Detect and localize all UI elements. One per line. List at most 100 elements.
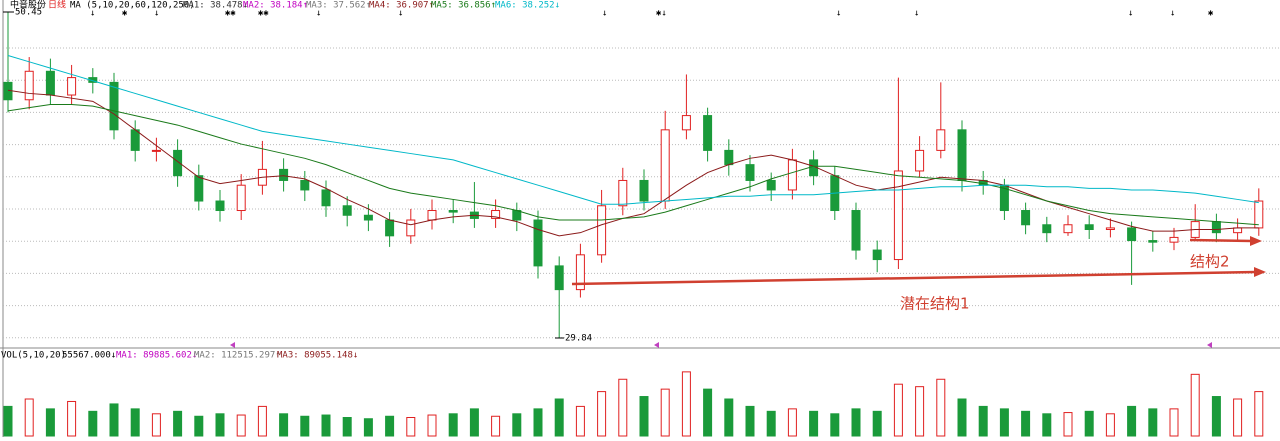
candle-body — [533, 219, 543, 267]
arrow — [571, 270, 1257, 286]
candle-body — [724, 149, 734, 166]
volume-params: VOL(5,10,20) — [1, 351, 66, 361]
volume-bar — [215, 413, 225, 437]
candle-body — [236, 184, 246, 212]
candle-body — [787, 159, 797, 191]
volume-bar — [639, 396, 649, 437]
candle-body — [130, 129, 140, 151]
candle-body — [915, 149, 925, 172]
ma-params: MA (5,10,20,60,120,250) — [70, 1, 195, 11]
volume-bar — [45, 408, 55, 437]
volume-bar — [1148, 408, 1158, 437]
candle-body — [660, 129, 670, 202]
candle-body — [1148, 240, 1158, 243]
volume-bar — [851, 408, 861, 437]
volume-bar — [427, 414, 437, 437]
volume-bar — [194, 415, 204, 437]
volume-bar — [872, 410, 882, 437]
candle-body — [1233, 227, 1243, 234]
volume-bar — [745, 405, 755, 437]
period: 日线 — [48, 0, 66, 11]
period-markers — [230, 342, 1212, 348]
volume-bar — [130, 408, 140, 437]
volume-bar — [448, 413, 458, 437]
candle-body — [639, 179, 649, 202]
ma-line — [7, 54, 1259, 205]
event-markers: ↓ ✱ ↓ ✱✱ ✱✱ ↓ ↓ ↓ ✱↓ ↓ ↓ ↓ ↓ ✱ — [90, 9, 1214, 19]
volume-bar — [936, 378, 946, 437]
volume-bar — [151, 413, 161, 437]
min-label: 29.84 — [565, 334, 592, 344]
volume-bar — [830, 413, 840, 437]
volume-bar — [915, 386, 925, 437]
ma-legend: MA3: 37.562↑ — [306, 1, 371, 11]
candle-body — [1169, 236, 1179, 243]
annotation: 结构2 — [1190, 253, 1230, 271]
volume-bar — [385, 415, 395, 437]
volume-bar — [279, 413, 289, 437]
volume-bar — [236, 414, 246, 437]
candle-body — [406, 219, 416, 237]
volume-value: 55567.000↓ — [62, 351, 116, 361]
volume-bar — [787, 408, 797, 437]
volume-bar — [1042, 413, 1052, 437]
candle-body — [194, 175, 204, 202]
volume-bar — [67, 400, 77, 437]
candle-body — [872, 249, 882, 261]
candle-body — [851, 210, 861, 251]
event-marker: ✱✱ — [258, 9, 269, 19]
volume-bar — [893, 383, 903, 437]
event-marker: ↓ — [602, 9, 607, 19]
volume-bar — [681, 371, 691, 437]
arrow-head — [1254, 267, 1266, 277]
candle-body — [109, 81, 119, 131]
volume-bar — [406, 417, 416, 437]
stock-name: 中音股份 — [10, 0, 46, 11]
ma-legend: MA5: 36.856↑ — [431, 1, 496, 11]
candle-body — [151, 149, 161, 152]
candle-body — [597, 205, 607, 256]
candle-body — [363, 214, 373, 221]
volume-bar — [469, 408, 479, 437]
candle-body — [385, 219, 395, 237]
event-marker: ↓ — [836, 9, 841, 19]
arrow-head — [1250, 236, 1262, 246]
volume-bar — [1105, 413, 1115, 437]
candle-body — [173, 149, 183, 177]
period-marker — [1207, 342, 1212, 348]
event-marker: ↓ — [1170, 9, 1175, 19]
event-marker: ✱ — [122, 9, 128, 19]
ma-legend: MA4: 36.907↑ — [369, 1, 434, 11]
max-label: 50.45 — [15, 8, 42, 18]
volume-bar — [533, 408, 543, 437]
candle-body — [67, 77, 77, 96]
ma-line — [7, 104, 1259, 226]
volume-bar — [1233, 398, 1243, 437]
annotation-arrows — [571, 236, 1266, 286]
candle-body — [1042, 224, 1052, 234]
volume-bar — [109, 403, 119, 437]
volume-bar — [660, 388, 670, 437]
candle-body — [491, 210, 501, 219]
volume-legend: MA2: 112515.297↑ — [194, 351, 281, 361]
candle-body — [1105, 227, 1115, 231]
event-marker: ↓ — [398, 9, 403, 19]
event-marker: ✱ — [1208, 9, 1214, 19]
candle-body — [45, 70, 55, 96]
volume-bar — [1127, 405, 1137, 437]
event-marker: ↓ — [316, 9, 321, 19]
candle-body — [427, 210, 437, 221]
candle-body — [1084, 224, 1094, 231]
arrow — [1189, 238, 1253, 243]
event-marker: ↓ — [914, 9, 919, 19]
candle-body — [448, 210, 458, 213]
volume-bar — [257, 405, 267, 437]
event-marker: ↓ — [154, 9, 159, 19]
event-marker: ↓ — [90, 9, 95, 19]
volume-bar — [809, 410, 819, 437]
volume-bar — [554, 398, 564, 437]
volume-bar — [342, 417, 352, 437]
volume-bar — [724, 398, 734, 437]
